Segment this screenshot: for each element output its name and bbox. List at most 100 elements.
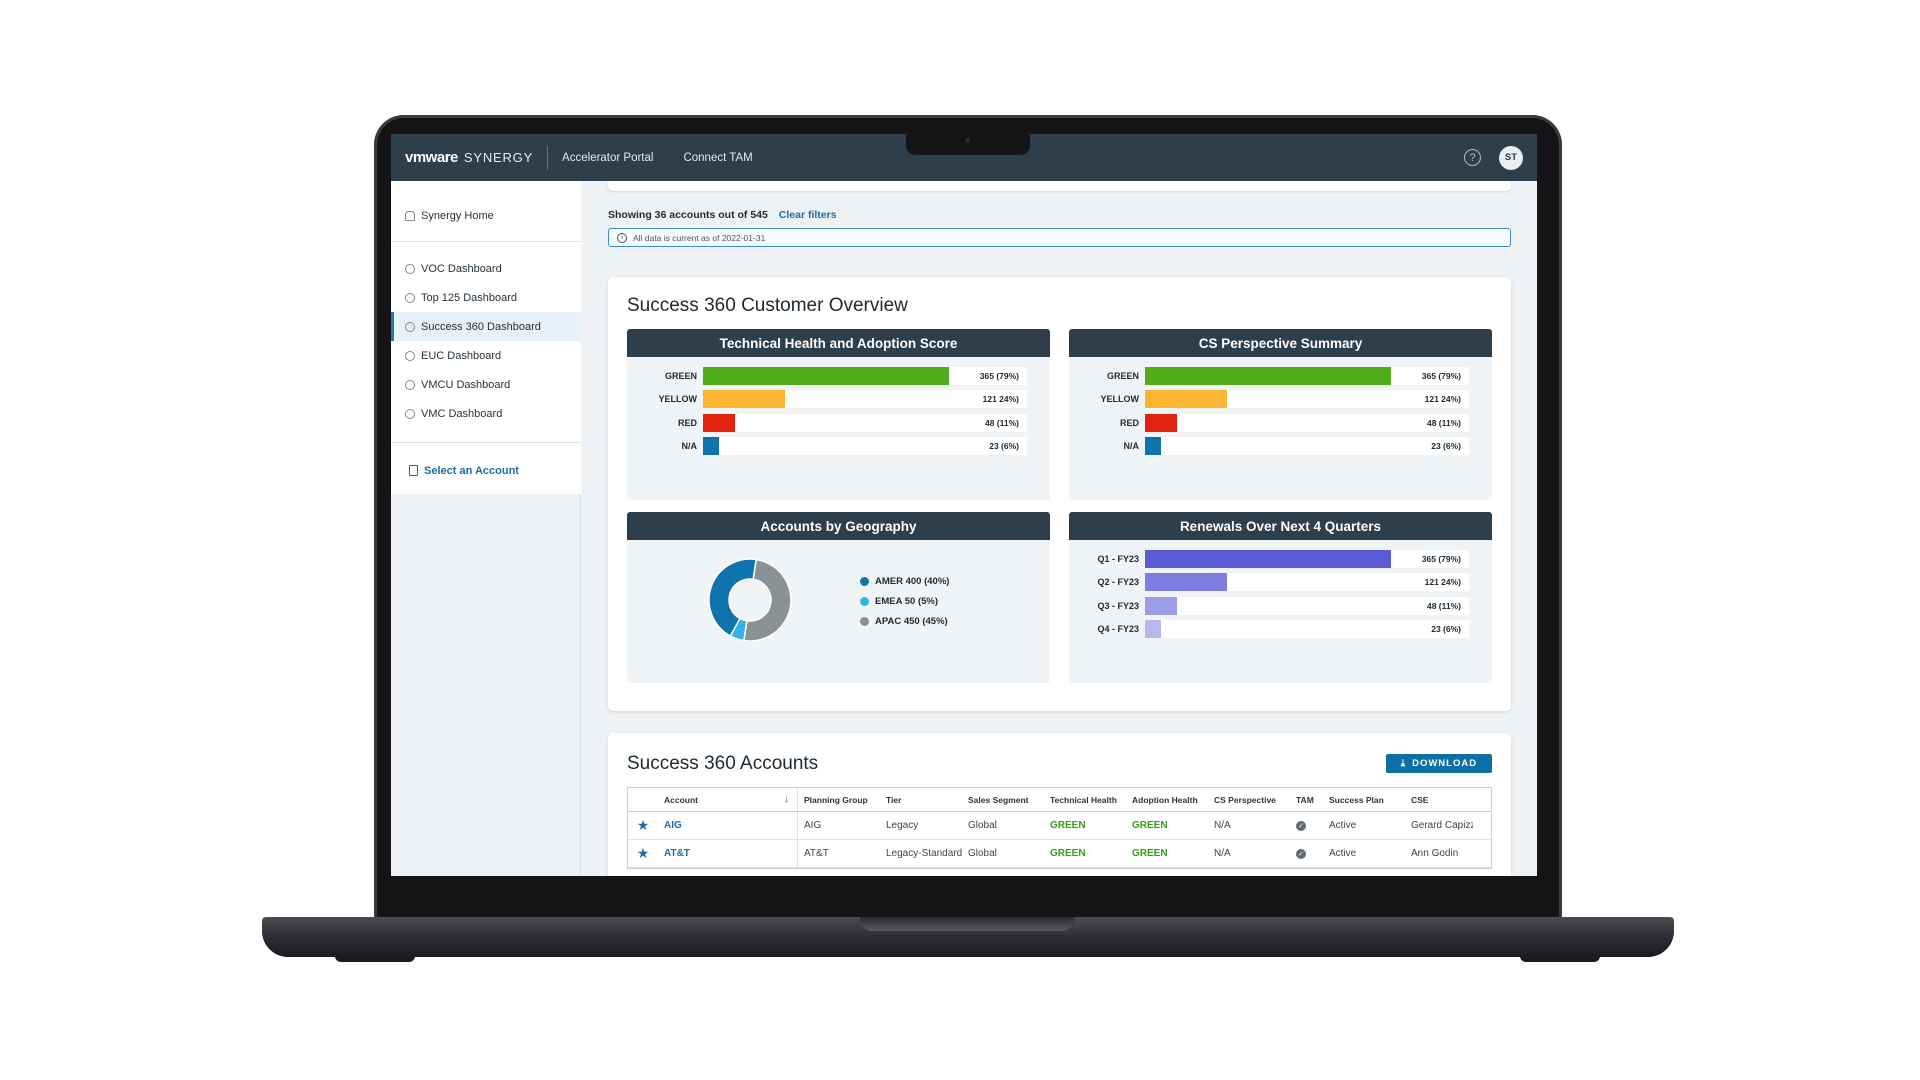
bar-row: RED 48 (11%) (627, 413, 1050, 432)
nav-connect-tam[interactable]: Connect TAM (683, 151, 753, 164)
bar[interactable] (1145, 390, 1227, 409)
bar[interactable] (1145, 619, 1161, 638)
bar[interactable] (1145, 550, 1392, 568)
sidebar-item-success-360-dashboard[interactable]: Success 360 Dashboard (391, 312, 581, 341)
sidebar-item-label: VOC Dashboard (421, 262, 502, 275)
bar[interactable] (703, 413, 736, 432)
bar-value-label: 121 24%) (1424, 394, 1461, 405)
bar-row: N/A 23 (6%) (627, 436, 1050, 455)
select-account-label: Select an Account (424, 464, 519, 477)
laptop-foot (1520, 956, 1600, 962)
download-button[interactable]: ⤓ DOWNLOAD (1386, 754, 1492, 773)
bar-category-label: YELLOW (1100, 394, 1140, 405)
sidebar-item-label: EUC Dashboard (421, 349, 502, 362)
camera-notch (906, 133, 1030, 155)
clear-filters-link[interactable]: Clear filters (778, 209, 837, 221)
column-header-planning-group[interactable]: Planning Group (804, 794, 868, 805)
bar-value-label: 23 (6%) (1431, 440, 1461, 451)
bar[interactable] (1145, 367, 1392, 385)
cell-sales-segment: Global (968, 848, 997, 859)
bar-value-label: 365 (79%) (1421, 554, 1461, 564)
bar-category-label: Q3 - FY23 (1097, 600, 1139, 611)
download-icon: ⤓ (1400, 758, 1407, 769)
bar-track: 121 24%) (703, 390, 1027, 409)
sidebar-item-synergy-home[interactable]: Synergy Home (391, 201, 581, 230)
sidebar-panel: Synergy Home VOC Dashboard Top 125 Dashb… (391, 181, 581, 494)
bar[interactable] (1145, 436, 1161, 455)
cell-planning-group: AT&T (804, 848, 829, 859)
bar-value-label: 121 24%) (982, 394, 1019, 405)
bar-value-label: 365 (79%) (1421, 371, 1461, 381)
cell-tier: Legacy (886, 820, 919, 831)
legend-item-emea: EMEA 50 (5%) (860, 594, 938, 608)
bar-category-label: RED (1119, 417, 1139, 428)
star-icon[interactable]: ★ (636, 845, 650, 861)
legend-swatch (860, 596, 869, 606)
column-header-tier[interactable]: Tier (886, 794, 902, 805)
sidebar-item-top-125-dashboard[interactable]: Top 125 Dashboard (391, 283, 581, 312)
bar-row: Q4 - FY23 23 (6%) (1069, 619, 1492, 638)
column-header-technical-health[interactable]: Technical Health (1050, 794, 1117, 805)
chart-technical-health: Technical Health and Adoption Score GREE… (627, 329, 1050, 500)
sidebar-item-vmc-dashboard[interactable]: VMC Dashboard (391, 399, 581, 428)
legend-label: EMEA 50 (5%) (875, 595, 938, 607)
main-content: Showing 36 accounts out of 545 Clear fil… (581, 181, 1537, 876)
column-header-adoption-health[interactable]: Adoption Health (1132, 794, 1198, 805)
donut-slice-amer[interactable] (708, 558, 757, 638)
sort-down-icon[interactable]: ↓ (784, 794, 789, 805)
table-row[interactable]: ★ AIG AIG Legacy Global GREEN GREEN N/A … (628, 812, 1491, 840)
home-icon (405, 210, 415, 221)
bar-category-label: Q2 - FY23 (1097, 577, 1139, 588)
column-header-account[interactable]: Account ↓ (658, 788, 798, 811)
avatar[interactable]: ST (1499, 145, 1523, 170)
table-header: Account ↓ Planning Group Tier Sales Segm… (628, 788, 1491, 812)
geography-donut (708, 558, 792, 642)
bar-track: 23 (6%) (1145, 436, 1469, 455)
help-icon[interactable]: ? (1464, 149, 1481, 166)
bar[interactable] (703, 367, 950, 385)
table-row[interactable]: ★ AT&T AT&T Legacy-Standard Global GREEN… (628, 840, 1491, 868)
brand-logo[interactable]: vmware SYNERGY (391, 134, 533, 181)
bar-track: 365 (79%) (1145, 550, 1469, 568)
column-header-cs-perspective[interactable]: CS Perspective (1214, 794, 1276, 805)
sidebar-item-vmcu-dashboard[interactable]: VMCU Dashboard (391, 370, 581, 399)
gauge-icon (405, 263, 415, 274)
sidebar-item-voc-dashboard[interactable]: VOC Dashboard (391, 254, 581, 283)
bar-track: 365 (79%) (703, 367, 1027, 385)
bar-track: 23 (6%) (703, 436, 1027, 455)
legend-swatch (860, 616, 869, 626)
bar[interactable] (1145, 596, 1178, 615)
donut-slice-apac[interactable] (743, 558, 792, 642)
column-header-sales-segment[interactable]: Sales Segment (968, 794, 1029, 805)
bar[interactable] (1145, 413, 1178, 432)
select-account-link[interactable]: Select an Account (391, 456, 581, 485)
sidebar-item-label: VMCU Dashboard (421, 378, 511, 391)
bar-value-label: 48 (11%) (1426, 600, 1461, 611)
account-link[interactable]: AIG (664, 820, 682, 831)
legend-item-apac: APAC 450 (45%) (860, 614, 948, 628)
bar-row: GREEN 365 (79%) (627, 367, 1050, 385)
bar-category-label: Q1 - FY23 (1097, 554, 1139, 564)
cell-planning-group: AIG (804, 820, 822, 831)
bar-row: Q2 - FY23 121 24%) (1069, 573, 1492, 592)
nav-accelerator-portal[interactable]: Accelerator Portal (562, 151, 654, 164)
sidebar-item-label: Synergy Home (421, 209, 494, 222)
bar[interactable] (703, 390, 785, 409)
bar-value-label: 121 24%) (1424, 577, 1461, 588)
sidebar-item-euc-dashboard[interactable]: EUC Dashboard (391, 341, 581, 370)
account-link[interactable]: AT&T (664, 848, 690, 859)
column-header-success-plan[interactable]: Success Plan (1329, 794, 1384, 805)
legend-label: APAC 450 (45%) (875, 615, 948, 627)
bar[interactable] (1145, 573, 1227, 592)
header-star (628, 788, 658, 811)
laptop-foot (335, 956, 415, 962)
column-header-cse[interactable]: CSE (1411, 794, 1429, 805)
sidebar-item-label: Top 125 Dashboard (421, 291, 518, 304)
column-header-tam[interactable]: TAM (1296, 794, 1314, 805)
bar-value-label: 48 (11%) (984, 417, 1019, 428)
bar-track: 48 (11%) (703, 413, 1027, 432)
bar-track: 121 24%) (1145, 390, 1469, 409)
star-icon[interactable]: ★ (636, 817, 650, 833)
bar-value-label: 365 (79%) (979, 371, 1019, 381)
bar[interactable] (703, 436, 719, 455)
